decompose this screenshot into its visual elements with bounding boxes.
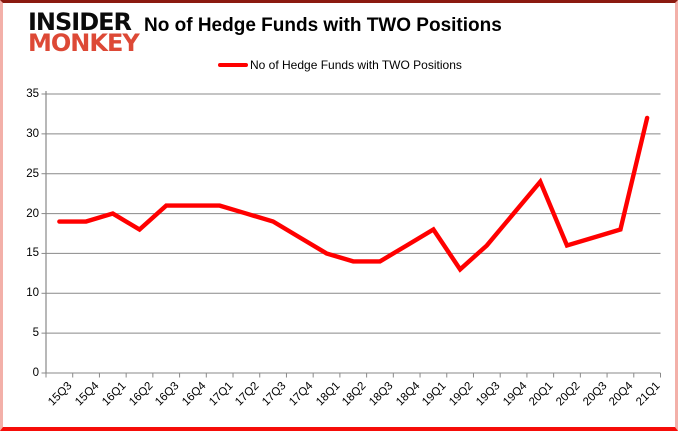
y-axis-label: 10 [26,287,39,300]
y-axis-label: 35 [26,88,39,100]
y-axis-label: 25 [26,167,39,180]
y-axis-label: 0 [32,367,39,379]
series-line-hedge-funds [57,115,650,273]
logo-line1: INSIDER [28,8,132,36]
line-chart [41,91,661,378]
logo-line2: MONKEY [28,29,140,58]
y-axis-label: 30 [26,127,39,140]
y-axis-label: 15 [26,247,39,260]
legend-line-swatch [218,63,248,67]
legend-label: No of Hedge Funds with TWO Positions [250,58,462,72]
y-axis-label: 5 [32,327,39,340]
chart-title: No of Hedge Funds with TWO Positions [144,15,502,36]
y-axis-label: 20 [26,207,39,220]
insider-monkey-logo: INSIDER MONKEY [28,8,140,58]
legend: No of Hedge Funds with TWO Positions [218,58,462,72]
